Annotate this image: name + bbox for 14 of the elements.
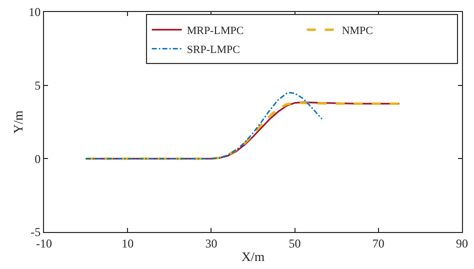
x-axis-title: X/m — [241, 249, 265, 264]
legend-label: MRP-LMPC — [186, 24, 244, 37]
y-tick-label: 10 — [28, 5, 41, 20]
x-tick-label: 90 — [456, 236, 468, 250]
x-tick-label: 10 — [122, 236, 134, 250]
x-tick-label: 70 — [372, 236, 384, 250]
x-tick-label: 30 — [205, 236, 218, 250]
y-axis-title: Y/m — [10, 110, 26, 134]
legend-label: SRP-LMPC — [186, 44, 240, 56]
x-tick-label: 50 — [288, 236, 301, 250]
y-tick-label: 0 — [34, 152, 41, 166]
line-series — [85, 92, 323, 160]
legend-label: NMPC — [342, 24, 374, 37]
y-tick-label: 5 — [34, 78, 41, 93]
